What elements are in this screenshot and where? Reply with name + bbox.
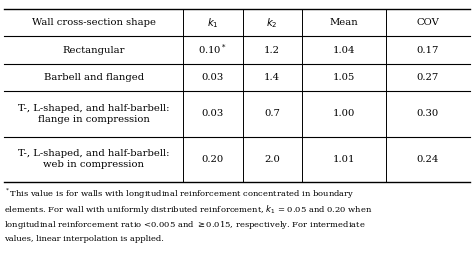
- Text: 1.4: 1.4: [264, 73, 280, 82]
- Text: Mean: Mean: [329, 18, 358, 27]
- Text: longitudinal reinforcement ratio <0.005 and $\geq$0.015, respectively. For inter: longitudinal reinforcement ratio <0.005 …: [4, 219, 365, 231]
- Text: 1.05: 1.05: [333, 73, 355, 82]
- Text: T-, L-shaped, and half-barbell:
flange in compression: T-, L-shaped, and half-barbell: flange i…: [18, 103, 169, 124]
- Text: 1.04: 1.04: [333, 46, 355, 55]
- Text: T-, L-shaped, and half-barbell:
web in compression: T-, L-shaped, and half-barbell: web in c…: [18, 149, 169, 170]
- Text: 0.03: 0.03: [202, 73, 224, 82]
- Text: values, linear interpolation is applied.: values, linear interpolation is applied.: [4, 235, 164, 243]
- Text: $k_1$: $k_1$: [207, 16, 219, 30]
- Text: Rectangular: Rectangular: [62, 46, 125, 55]
- Text: 2.0: 2.0: [264, 155, 280, 164]
- Text: 0.30: 0.30: [417, 109, 439, 118]
- Text: Wall cross-section shape: Wall cross-section shape: [32, 18, 155, 27]
- Text: Barbell and flanged: Barbell and flanged: [44, 73, 144, 82]
- Text: 0.27: 0.27: [417, 73, 439, 82]
- Text: 0.7: 0.7: [264, 109, 280, 118]
- Text: 0.17: 0.17: [417, 46, 439, 55]
- Text: 1.00: 1.00: [333, 109, 355, 118]
- Text: 0.03: 0.03: [202, 109, 224, 118]
- Text: $k_2$: $k_2$: [266, 16, 278, 30]
- Text: elements. For wall with uniformly distributed reinforcement, $k_1$ = 0.05 and 0.: elements. For wall with uniformly distri…: [4, 203, 372, 216]
- Text: $0.10^*$: $0.10^*$: [199, 43, 228, 57]
- Text: 0.20: 0.20: [202, 155, 224, 164]
- Text: 1.2: 1.2: [264, 46, 280, 55]
- Text: 1.01: 1.01: [333, 155, 355, 164]
- Text: COV: COV: [416, 18, 439, 27]
- Text: $^*$This value is for walls with longitudinal reinforcement concentrated in boun: $^*$This value is for walls with longitu…: [4, 187, 354, 201]
- Text: 0.24: 0.24: [417, 155, 439, 164]
